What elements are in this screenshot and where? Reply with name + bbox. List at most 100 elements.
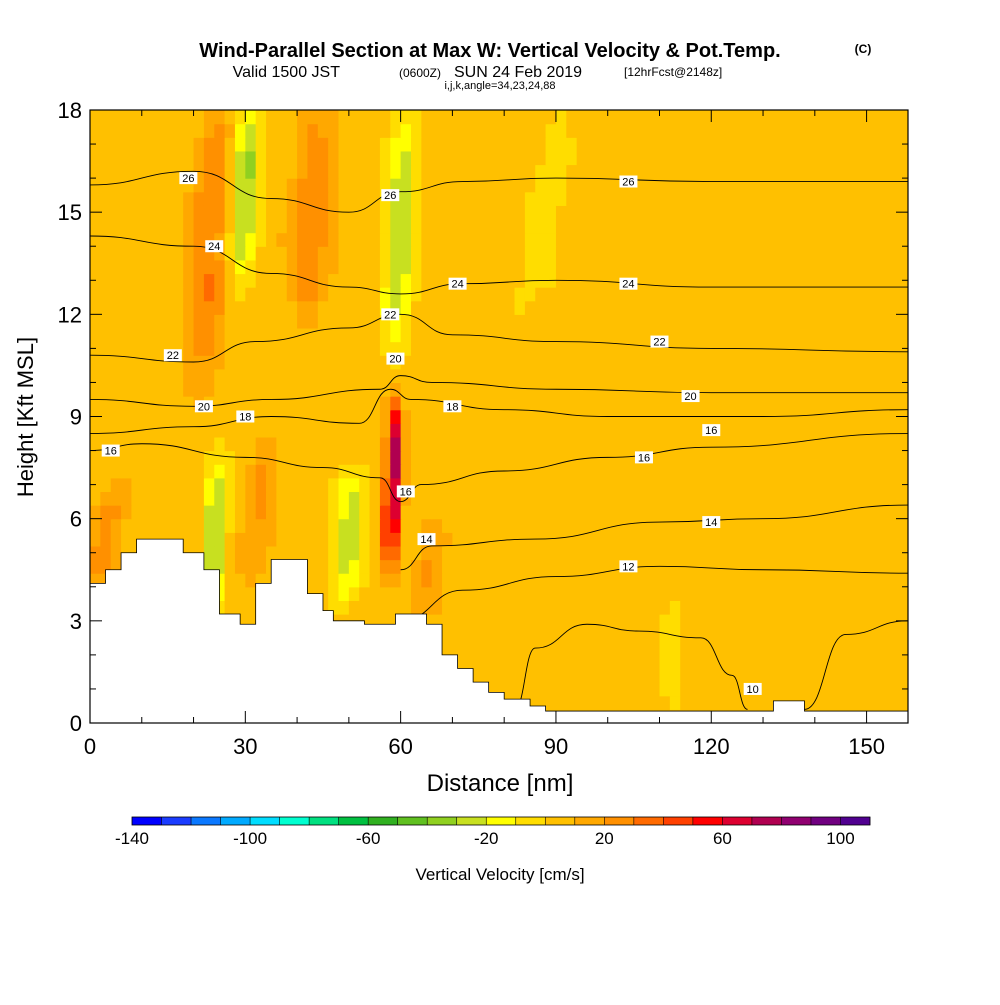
field-cell (545, 614, 557, 629)
field-cell (700, 464, 712, 479)
field-cell (669, 205, 681, 220)
field-cell (193, 273, 205, 288)
field-cell (887, 654, 899, 670)
field-cell (669, 464, 681, 479)
field-cell (845, 205, 857, 220)
field-cell (763, 668, 774, 683)
field-cell (752, 110, 764, 125)
field-cell (597, 314, 609, 329)
field-cell (121, 409, 133, 424)
field-cell (317, 300, 329, 315)
field-cell (462, 477, 474, 493)
field-cell (742, 695, 754, 710)
field-cell (845, 545, 857, 561)
field-cell (369, 110, 381, 125)
field-cell (638, 314, 650, 329)
field-cell (431, 586, 443, 601)
field-cell (234, 382, 246, 397)
field-cell (856, 409, 868, 424)
colorbar-swatch (309, 817, 339, 825)
field-cell (183, 300, 195, 315)
field-cell (897, 246, 908, 261)
field-cell (379, 137, 391, 152)
field-cell (183, 205, 195, 220)
field-cell (897, 150, 908, 166)
field-cell (390, 123, 402, 138)
field-cell (887, 300, 899, 315)
field-cell (887, 627, 899, 642)
field-cell (255, 477, 267, 493)
field-cell (669, 232, 681, 247)
field-cell (794, 110, 806, 125)
field-cell (162, 464, 174, 479)
field-cell (628, 232, 640, 247)
field-cell (473, 327, 485, 343)
field-cell (379, 178, 391, 193)
field-cell (162, 368, 174, 384)
field-cell (152, 491, 164, 506)
field-cell (711, 287, 723, 302)
field-cell (835, 477, 847, 493)
field-cell (514, 314, 526, 329)
field-cell (390, 559, 402, 574)
field-cell (462, 654, 474, 670)
field-cell (649, 137, 661, 152)
field-cell (328, 341, 340, 356)
field-cell (649, 654, 661, 670)
field-cell (307, 273, 319, 288)
field-cell (690, 423, 702, 438)
field-cell (100, 464, 112, 479)
field-cell (504, 327, 516, 343)
field-cell (680, 341, 692, 356)
field-cell (659, 477, 671, 493)
field-cell (266, 477, 277, 493)
colorbar-swatch (368, 817, 398, 825)
field-cell (183, 246, 195, 261)
field-cell (328, 573, 340, 588)
field-cell (752, 600, 764, 615)
field-cell (711, 300, 723, 315)
field-cell (794, 232, 806, 247)
field-cell (669, 614, 681, 629)
field-cell (618, 368, 630, 384)
field-cell (410, 123, 422, 138)
field-cell (607, 477, 619, 493)
field-cell (307, 178, 319, 193)
field-cell (100, 559, 112, 574)
field-cell (266, 436, 277, 452)
field-cell (618, 573, 630, 588)
field-cell (514, 382, 526, 397)
field-cell (845, 341, 857, 356)
field-cell (442, 150, 454, 166)
field-cell (524, 205, 536, 220)
field-cell (731, 232, 743, 247)
field-cell (897, 259, 908, 275)
field-cell (721, 518, 733, 533)
field-cell (659, 218, 671, 234)
field-cell (555, 232, 567, 247)
field-cell (825, 614, 837, 629)
field-cell (483, 178, 495, 193)
field-cell (659, 164, 671, 179)
field-cell (307, 491, 319, 506)
contour-label: 16 (638, 452, 650, 464)
field-cell (649, 491, 661, 506)
field-cell (783, 464, 795, 479)
field-cell (483, 150, 495, 166)
field-cell (721, 110, 733, 125)
field-cell (814, 259, 826, 275)
field-cell (369, 327, 381, 343)
field-cell (649, 150, 661, 166)
field-cell (721, 695, 733, 710)
field-cell (794, 464, 806, 479)
field-cell (763, 505, 774, 520)
field-cell (390, 396, 402, 411)
field-cell (473, 423, 485, 438)
field-cell (224, 191, 236, 206)
field-cell (794, 327, 806, 343)
field-cell (214, 273, 226, 288)
field-cell (110, 341, 122, 356)
field-cell (773, 178, 785, 193)
field-cell (845, 178, 857, 193)
field-cell (711, 682, 723, 697)
